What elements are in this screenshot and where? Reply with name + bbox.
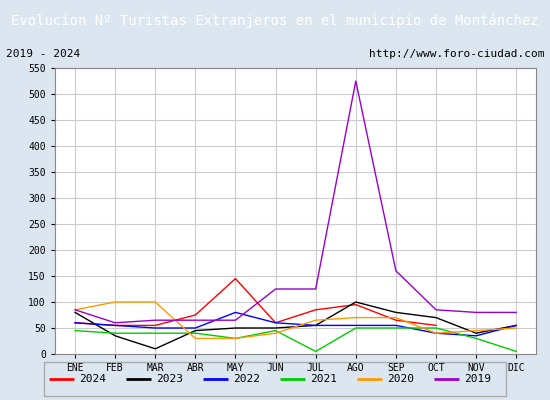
Text: http://www.foro-ciudad.com: http://www.foro-ciudad.com (369, 49, 544, 59)
Text: 2023: 2023 (156, 374, 183, 384)
Text: 2024: 2024 (79, 374, 106, 384)
Text: 2021: 2021 (310, 374, 337, 384)
Text: 2022: 2022 (233, 374, 260, 384)
Text: 2019: 2019 (464, 374, 491, 384)
Text: 2020: 2020 (387, 374, 414, 384)
Text: 2019 - 2024: 2019 - 2024 (6, 49, 80, 59)
Text: Evolucion Nº Turistas Extranjeros en el municipio de Montánchez: Evolucion Nº Turistas Extranjeros en el … (11, 14, 539, 28)
